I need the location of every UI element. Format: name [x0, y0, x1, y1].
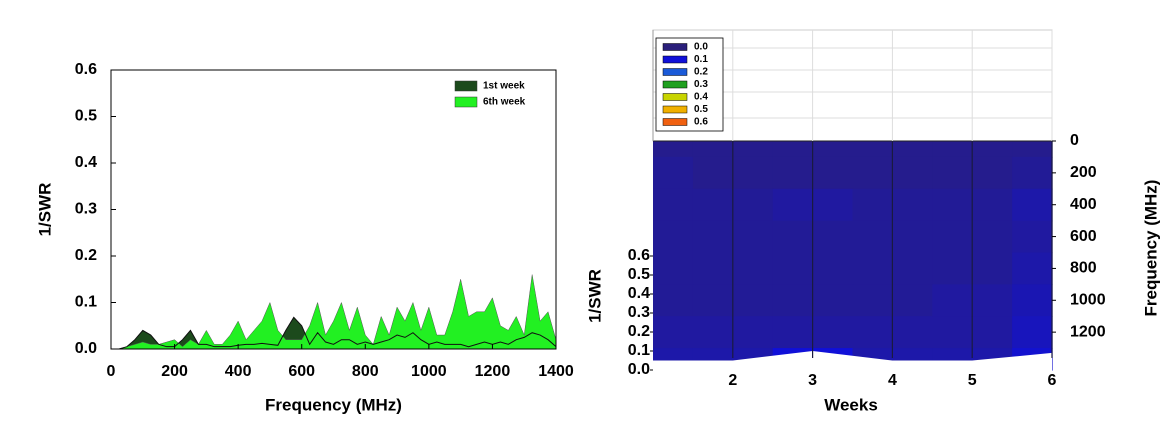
- surface-cell: [653, 220, 694, 254]
- x-tick-label: 0: [107, 363, 116, 380]
- surface-cell: [653, 141, 694, 158]
- legend-label: 0.2: [694, 67, 708, 78]
- x-tick-label: 800: [352, 363, 379, 380]
- x-tick-label: 4: [888, 372, 897, 389]
- z-tick-label: 0.4: [628, 285, 650, 302]
- z-tick-label: 0.2: [628, 323, 650, 340]
- legend-swatch: [662, 55, 688, 64]
- y-axis-title: 1/SWR: [35, 183, 54, 237]
- surface-cell: [653, 284, 694, 317]
- y-tick-label: 0.4: [75, 154, 97, 171]
- legend-swatch: [662, 105, 688, 114]
- x-tick-label: 200: [161, 363, 188, 380]
- series-area: [111, 274, 557, 350]
- legend-label: 0.3: [694, 79, 708, 90]
- legend-label: 0.1: [694, 54, 708, 65]
- surface-cell: [1012, 188, 1053, 222]
- x-tick-label: 6: [1048, 372, 1057, 389]
- y-tick-label: 0.6: [75, 61, 97, 78]
- legend-label: 0.0: [694, 42, 708, 53]
- legend-label: 6th week: [483, 97, 526, 108]
- y-tick-label: 600: [1070, 228, 1097, 245]
- legend-swatch: [454, 80, 478, 92]
- surface-cell: [653, 156, 694, 190]
- series-line: [111, 316, 557, 350]
- y-tick-label: 0.1: [75, 294, 97, 311]
- y-tick-label: 0.3: [75, 201, 97, 218]
- x-axis-title: Frequency (MHz): [265, 395, 402, 414]
- x-axis-title: Weeks: [824, 395, 878, 414]
- surface-cell: [1012, 220, 1053, 254]
- y-tick-label: 200: [1070, 164, 1097, 181]
- x-tick-label: 1400: [538, 363, 574, 380]
- surface-cell: [1012, 141, 1053, 158]
- z-tick-label: 0.1: [628, 342, 650, 359]
- y-axis-title: Frequency (MHz): [1141, 180, 1160, 317]
- z-tick-label: 0.3: [628, 304, 650, 321]
- legend-swatch: [662, 93, 688, 101]
- y-tick-label: 0.5: [75, 108, 97, 125]
- y-tick-label: 0.2: [75, 247, 97, 264]
- legend-swatch: [454, 96, 478, 108]
- surface-cell: [653, 188, 694, 222]
- legend-swatch: [662, 43, 688, 51]
- z-axis-title: 1/SWR: [585, 269, 604, 323]
- surface-cell: [653, 252, 694, 285]
- surface-front-edge: [653, 351, 1052, 374]
- surface-cell: [1012, 156, 1053, 190]
- x-tick-label: 600: [288, 363, 315, 380]
- legend-label: 0.6: [694, 117, 708, 128]
- y-tick-label: 0.0: [75, 340, 97, 357]
- z-tick-label: 0.5: [628, 266, 650, 283]
- x-tick-label: 2: [728, 372, 737, 389]
- legend-label: 0.4: [694, 92, 708, 103]
- y-tick-label: 1000: [1070, 292, 1106, 309]
- x-tick-label: 5: [968, 372, 977, 389]
- legend-swatch: [662, 118, 688, 126]
- z-tick-label: 0.0: [628, 361, 650, 378]
- y-tick-label: 1200: [1070, 323, 1106, 340]
- surface-cell: [1012, 252, 1053, 285]
- x-tick-label: 400: [225, 363, 252, 380]
- legend-swatch: [662, 68, 688, 76]
- z-tick-label: 0.6: [628, 247, 650, 264]
- surface-cell: [653, 316, 694, 349]
- x-tick-label: 1000: [411, 363, 447, 380]
- legend-label: 0.5: [694, 104, 708, 115]
- x-tick-label: 3: [808, 372, 817, 389]
- y-tick-label: 800: [1070, 260, 1097, 277]
- surface-cell: [1012, 316, 1053, 349]
- y-tick-label: 0: [1070, 132, 1079, 149]
- legend-swatch: [662, 80, 688, 89]
- y-tick-label: 400: [1070, 196, 1097, 213]
- legend-label: 1st week: [483, 81, 525, 92]
- x-tick-label: 1200: [475, 363, 511, 380]
- surface-cell: [1012, 284, 1053, 317]
